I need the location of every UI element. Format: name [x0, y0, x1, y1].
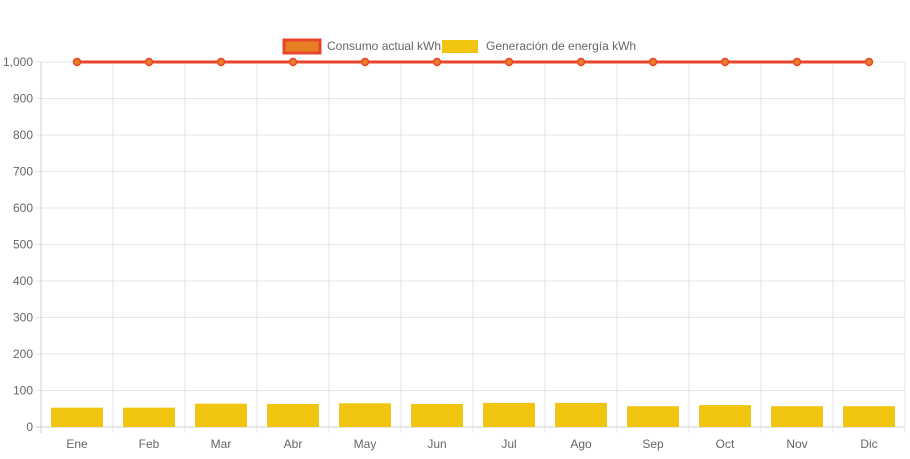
grid	[36, 61, 906, 433]
bar	[699, 405, 751, 427]
bar	[771, 406, 823, 427]
bar	[843, 406, 895, 427]
bar	[267, 404, 319, 427]
y-tick-label: 600	[13, 201, 33, 215]
x-tick-label: Nov	[786, 437, 807, 451]
x-tick-label: Dic	[860, 437, 877, 451]
y-tick-label: 400	[13, 274, 33, 288]
y-tick-label: 200	[13, 347, 33, 361]
line-point	[288, 57, 298, 67]
line-point	[648, 57, 658, 67]
x-tick-label: Sep	[642, 437, 664, 451]
bar	[195, 403, 247, 427]
y-tick-label: 700	[13, 165, 33, 179]
line-point	[792, 57, 802, 67]
bar	[627, 406, 679, 427]
y-tick-label: 800	[13, 128, 33, 142]
y-tick-label: 900	[13, 92, 33, 106]
bar	[51, 407, 103, 427]
legend-label-consumo: Consumo actual kWh	[327, 39, 441, 53]
legend-item-generacion[interactable]: Generación de energía kWh	[442, 39, 636, 53]
line-series	[72, 57, 874, 67]
bar	[411, 404, 463, 427]
line-point	[720, 57, 730, 67]
legend-label-generacion: Generación de energía kWh	[486, 39, 636, 53]
line-point	[360, 57, 370, 67]
y-tick-label: 0	[26, 420, 33, 434]
legend[interactable]: Consumo actual kWh Generación de energía…	[282, 38, 636, 55]
bar	[483, 402, 535, 427]
x-tick-label: Jul	[501, 437, 516, 451]
legend-swatch-consumo	[282, 38, 322, 55]
x-tick-label: Jun	[427, 437, 446, 451]
bar	[555, 402, 607, 427]
line-point	[864, 57, 874, 67]
y-tick-label: 300	[13, 311, 33, 325]
line-point	[72, 57, 82, 67]
x-tick-label: Feb	[139, 437, 160, 451]
x-tick-label: Ago	[570, 437, 592, 451]
legend-swatch-generacion	[442, 40, 478, 53]
line-point	[576, 57, 586, 67]
y-tick-label: 1,000	[3, 55, 33, 69]
y-tick-label: 100	[13, 384, 33, 398]
line-point	[144, 57, 154, 67]
line-point	[216, 57, 226, 67]
bar-series	[51, 402, 895, 427]
x-tick-label: Oct	[716, 437, 735, 451]
x-tick-label: Mar	[211, 437, 232, 451]
line-point	[432, 57, 442, 67]
x-tick-label: Ene	[66, 437, 88, 451]
bar	[339, 403, 391, 427]
legend-item-consumo[interactable]: Consumo actual kWh	[282, 38, 441, 55]
line-point	[504, 57, 514, 67]
y-axis: 0 100 200 300 400 500 600 700 800 900 1,000	[3, 55, 33, 434]
bar	[123, 407, 175, 427]
y-tick-label: 500	[13, 238, 33, 252]
x-axis: Ene Feb Mar Abr May Jun Jul Ago Sep Oct Nov Dic	[66, 437, 877, 451]
x-tick-label: May	[354, 437, 377, 451]
x-tick-label: Abr	[284, 437, 303, 451]
